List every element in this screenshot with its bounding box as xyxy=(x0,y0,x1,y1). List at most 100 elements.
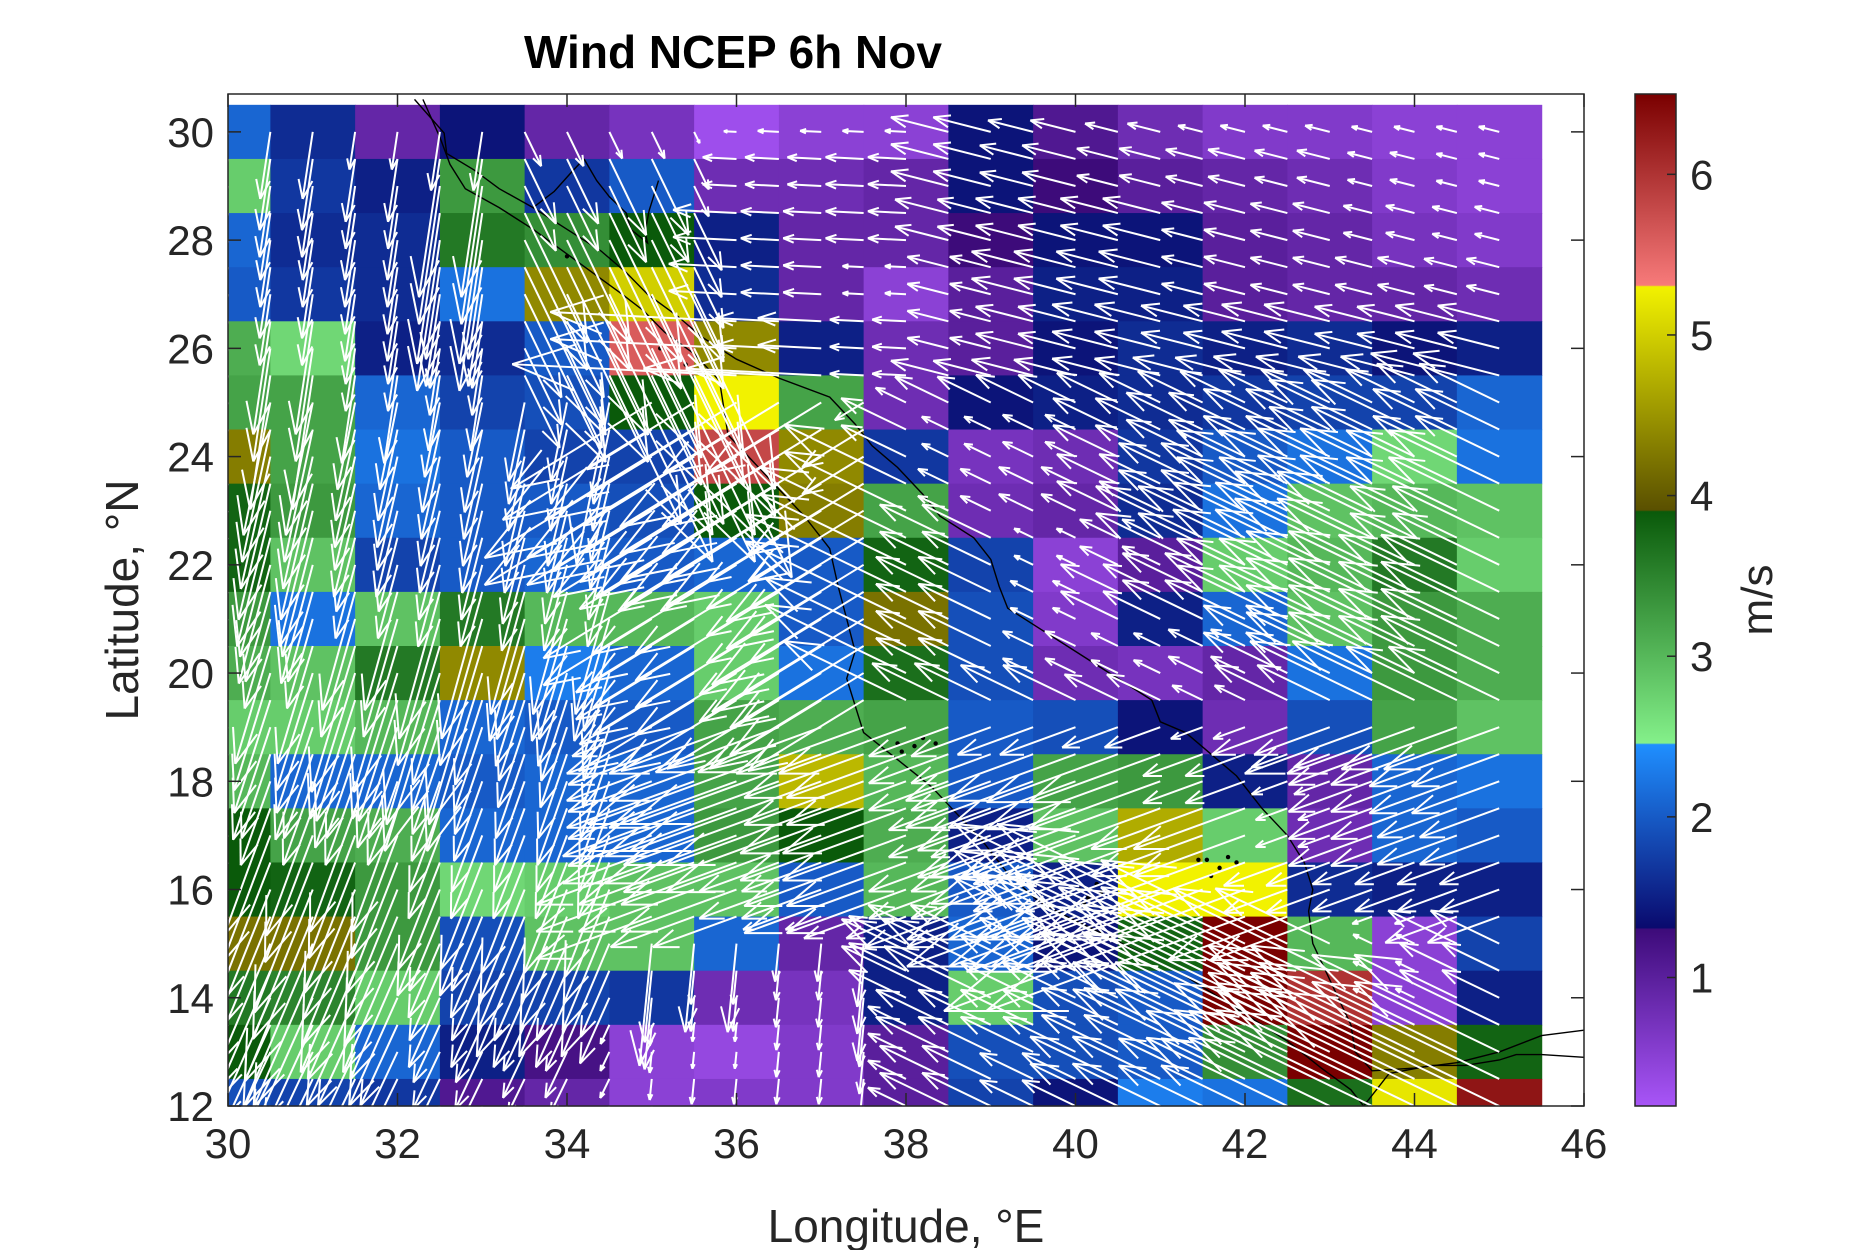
wind-arrow xyxy=(494,753,526,840)
wind-arrow xyxy=(231,510,272,648)
wind-arrow xyxy=(1132,632,1161,647)
heat-cell xyxy=(863,700,949,755)
wind-arrow xyxy=(840,424,907,458)
wind-arrow xyxy=(1102,222,1161,242)
x-tick-label: 46 xyxy=(1561,1120,1608,1167)
wind-arrow xyxy=(921,530,992,566)
wind-arrow xyxy=(234,456,272,590)
wind-arrow xyxy=(536,753,568,840)
wind-arrow xyxy=(1102,195,1161,215)
wind-arrow xyxy=(975,195,1034,215)
colorbar-tick-label: 2 xyxy=(1690,794,1713,841)
wind-arrow xyxy=(255,239,272,308)
wind-arrow xyxy=(1013,275,1076,296)
wind-arrow xyxy=(840,918,949,972)
wind-arrow xyxy=(1262,123,1288,133)
wind-arrow xyxy=(287,321,314,435)
wind-arrow xyxy=(975,303,1034,323)
wind-arrow xyxy=(239,780,272,866)
wind-arrow xyxy=(339,267,357,335)
heat-cell xyxy=(1033,267,1119,322)
wind-arrow xyxy=(364,1105,399,1172)
wind-arrow xyxy=(1376,362,1458,404)
wind-arrow xyxy=(1221,301,1288,323)
heat-cell xyxy=(1202,104,1288,160)
wind-arrow xyxy=(783,423,907,485)
wind-arrow xyxy=(1438,888,1500,913)
wind-arrow xyxy=(360,591,399,711)
wind-arrow xyxy=(245,321,272,435)
wind-arrow xyxy=(1330,834,1415,867)
wind-arrow xyxy=(1121,579,1204,620)
wind-arrow xyxy=(1250,780,1288,796)
wind-arrow xyxy=(1165,147,1203,160)
wind-arrow xyxy=(787,153,822,163)
wind-arrow xyxy=(890,168,949,187)
wind-arrow xyxy=(330,456,357,549)
wind-arrow xyxy=(1051,606,1076,620)
wind-arrow xyxy=(1412,349,1500,377)
wind-arrow xyxy=(566,131,585,167)
wind-arrow xyxy=(324,780,357,866)
wind-arrow xyxy=(1202,387,1288,431)
wind-arrow xyxy=(1029,117,1076,133)
wind-arrow xyxy=(383,185,399,250)
wind-arrow xyxy=(1389,177,1415,187)
wind-arrow xyxy=(1167,915,1288,962)
wind-arrow xyxy=(1287,780,1373,813)
wind-arrow xyxy=(1093,301,1161,323)
wind-arrow xyxy=(330,483,357,571)
wind-arrow xyxy=(1207,944,1373,1026)
wind-arrow xyxy=(1202,415,1288,458)
wind-arrow xyxy=(917,494,949,512)
chart-title: Wind NCEP 6h Nov xyxy=(524,26,942,78)
wind-arrow xyxy=(1002,664,1076,702)
y-tick-label: 28 xyxy=(167,217,214,264)
wind-arrow xyxy=(829,315,864,325)
wind-arrow xyxy=(1376,807,1458,839)
wind-arrow xyxy=(781,834,907,882)
wind-arrow xyxy=(318,591,357,711)
heat-cell xyxy=(1033,158,1119,214)
wind-arrow xyxy=(1056,371,1119,404)
wind-arrow xyxy=(273,672,314,792)
wind-arrow xyxy=(523,862,568,974)
wind-arrow xyxy=(241,375,272,510)
wind-arrow xyxy=(566,320,605,399)
wind-arrow xyxy=(407,212,441,365)
wind-arrow xyxy=(894,196,949,215)
wind-arrow xyxy=(493,672,526,767)
wind-arrow xyxy=(773,1051,781,1078)
wind-arrow xyxy=(1215,988,1458,1107)
wind-arrow xyxy=(1385,203,1415,215)
wind-arrow xyxy=(867,1032,907,1053)
wind-arrow xyxy=(959,1015,1034,1053)
wind-arrow xyxy=(452,780,484,862)
wind-arrow xyxy=(1414,415,1500,458)
island-dot xyxy=(1204,857,1210,862)
x-tick-label: 30 xyxy=(205,1120,252,1167)
heat-cell xyxy=(1117,213,1204,268)
wind-arrow xyxy=(1255,353,1330,377)
wind-arrow xyxy=(871,369,907,379)
wind-arrow xyxy=(782,206,822,217)
wind-arrow xyxy=(1276,470,1415,539)
wind-arrow xyxy=(1330,780,1415,813)
wind-arrow xyxy=(1203,254,1246,269)
heat-cell xyxy=(863,429,949,485)
heat-cell xyxy=(863,375,949,431)
wind-arrow xyxy=(1002,1015,1076,1053)
wind-arrow xyxy=(1172,508,1288,566)
wind-arrow xyxy=(825,152,864,163)
wind-arrow xyxy=(910,780,992,812)
wind-arrow xyxy=(1293,780,1331,796)
wind-arrow xyxy=(1121,552,1204,593)
wind-arrow xyxy=(255,131,272,200)
wind-arrow xyxy=(1207,147,1246,160)
wind-arrow xyxy=(620,888,737,933)
wind-arrow xyxy=(1345,368,1415,404)
wind-arrow xyxy=(450,916,484,992)
wind-arrow xyxy=(1142,753,1203,778)
wind-arrow xyxy=(382,212,399,281)
wind-arrow xyxy=(1474,232,1500,242)
